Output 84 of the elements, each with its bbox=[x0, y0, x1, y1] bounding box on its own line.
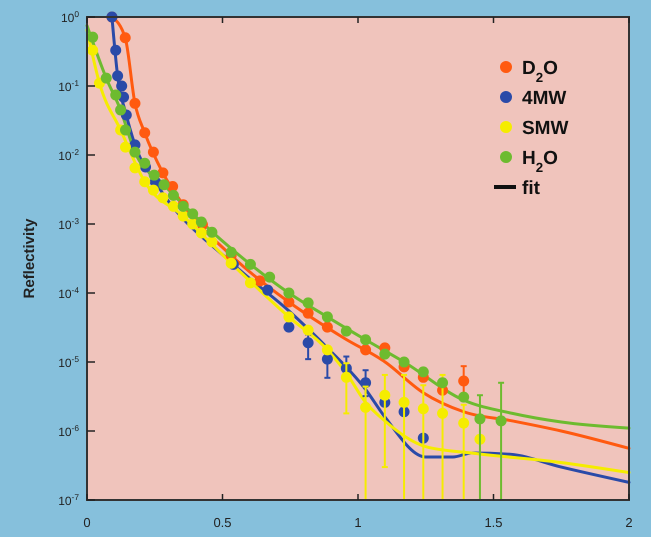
point bbox=[206, 226, 218, 238]
point bbox=[302, 297, 314, 308]
point bbox=[496, 415, 507, 426]
point bbox=[187, 208, 198, 220]
point bbox=[196, 228, 207, 239]
point bbox=[157, 192, 168, 204]
point bbox=[226, 246, 237, 258]
point bbox=[206, 236, 218, 248]
point bbox=[474, 413, 486, 424]
point bbox=[110, 90, 122, 101]
point bbox=[322, 354, 333, 365]
legend-label: SMW bbox=[522, 118, 568, 139]
point bbox=[116, 80, 128, 92]
point bbox=[360, 334, 372, 346]
point bbox=[322, 322, 333, 333]
point bbox=[148, 146, 159, 158]
point bbox=[379, 390, 390, 401]
y-tick-label: 10$^{0}$ bbox=[60, 9, 80, 25]
point bbox=[120, 124, 131, 136]
point bbox=[262, 284, 274, 296]
point bbox=[379, 348, 390, 360]
point bbox=[110, 44, 122, 56]
point bbox=[139, 176, 150, 188]
point bbox=[418, 366, 429, 378]
point bbox=[157, 167, 168, 178]
y-tick-label: 10$^{-5}$ bbox=[58, 354, 80, 370]
point bbox=[398, 356, 410, 368]
point bbox=[458, 376, 470, 387]
point bbox=[398, 396, 410, 408]
legend-label: H$_{2}$O bbox=[522, 148, 558, 174]
point bbox=[244, 258, 256, 270]
y-axis-title: Reflectivity bbox=[21, 218, 38, 299]
point bbox=[148, 184, 159, 196]
point bbox=[139, 127, 150, 138]
point bbox=[120, 142, 131, 153]
point bbox=[168, 190, 179, 201]
point bbox=[115, 104, 126, 116]
point bbox=[129, 162, 140, 174]
point bbox=[87, 44, 98, 56]
point bbox=[418, 403, 429, 414]
point bbox=[360, 344, 372, 356]
point bbox=[129, 98, 140, 109]
point bbox=[264, 272, 276, 283]
point bbox=[129, 146, 140, 158]
x-tick-label: 1.5 bbox=[484, 515, 503, 530]
point bbox=[437, 377, 448, 388]
point bbox=[178, 210, 189, 222]
point bbox=[437, 408, 448, 419]
point bbox=[283, 296, 294, 308]
legend-label: D$_{2}$O bbox=[522, 58, 558, 84]
point bbox=[340, 372, 352, 383]
x-tick-label: 2 bbox=[625, 515, 633, 530]
point bbox=[120, 32, 131, 44]
point bbox=[158, 179, 170, 190]
y-tick-label: 10$^{-6}$ bbox=[58, 423, 80, 439]
x-tick-label: 0 bbox=[83, 515, 91, 530]
y-tick-label: 10$^{-3}$ bbox=[58, 216, 80, 232]
y-tick-label: 10$^{-4}$ bbox=[58, 285, 80, 301]
point bbox=[112, 70, 124, 82]
point bbox=[322, 344, 333, 356]
y-tick-label: 10$^{-7}$ bbox=[58, 492, 80, 508]
x-tick-label: 0.5 bbox=[213, 515, 232, 530]
point bbox=[322, 311, 333, 322]
point bbox=[254, 275, 266, 286]
point bbox=[87, 32, 98, 43]
point bbox=[302, 308, 314, 319]
point bbox=[283, 311, 294, 322]
point bbox=[302, 337, 314, 348]
annotation: fit bbox=[522, 178, 541, 199]
point bbox=[148, 170, 160, 181]
y-tick-label: 10$^{-1}$ bbox=[58, 78, 80, 94]
point bbox=[244, 277, 256, 288]
point bbox=[283, 322, 294, 333]
point bbox=[196, 216, 207, 228]
point bbox=[168, 200, 179, 212]
point bbox=[283, 288, 294, 298]
point bbox=[139, 158, 150, 169]
point bbox=[340, 326, 352, 337]
point bbox=[360, 402, 372, 413]
legend-label: 4MW bbox=[522, 88, 566, 109]
point bbox=[458, 418, 470, 429]
y-tick-label: 10$^{-2}$ bbox=[58, 147, 80, 163]
x-tick-label: 1 bbox=[354, 515, 362, 530]
point bbox=[100, 72, 112, 84]
